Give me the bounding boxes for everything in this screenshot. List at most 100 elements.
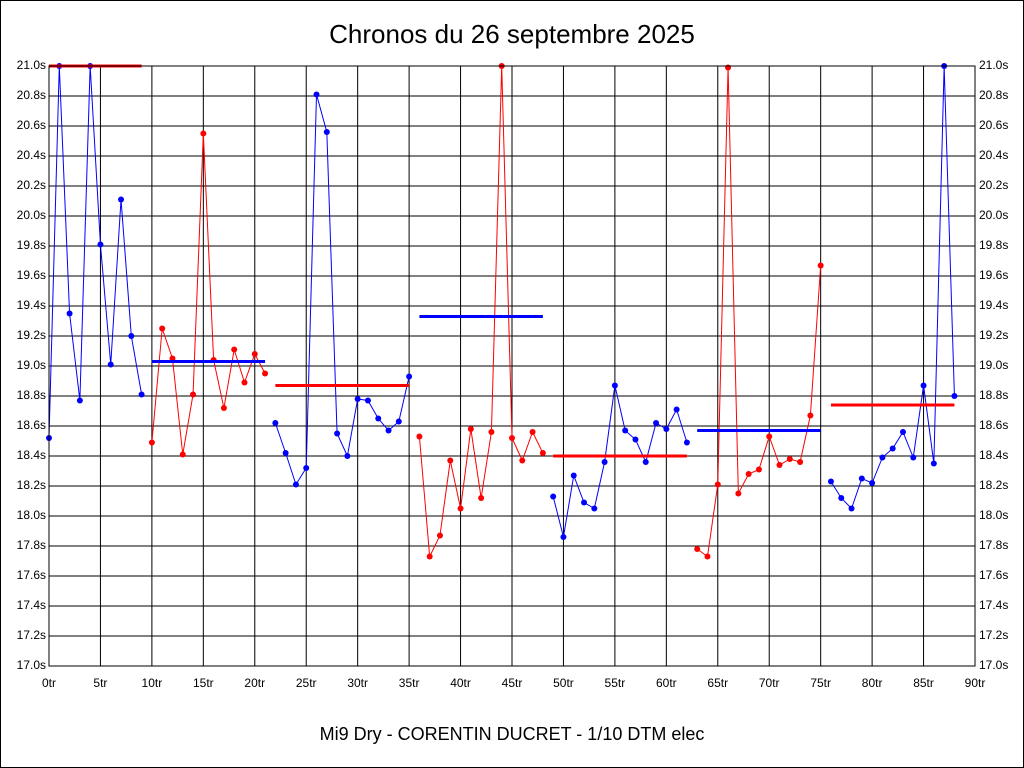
data-point — [632, 436, 639, 443]
data-point — [179, 451, 186, 458]
y-tick-label-right: 21.0s — [979, 58, 1008, 72]
y-tick-label: 18.6s — [17, 418, 46, 432]
x-tick-label: 5tr — [93, 676, 107, 690]
data-point — [642, 459, 649, 465]
x-tick-label: 55tr — [605, 676, 626, 690]
data-point — [560, 534, 567, 540]
x-tick-label: 65tr — [707, 676, 728, 690]
data-point — [920, 382, 927, 389]
data-point — [714, 481, 721, 488]
x-tick-label: 20tr — [244, 676, 265, 690]
y-tick-label-right: 18.6s — [979, 418, 1008, 432]
y-tick-label: 20.2s — [17, 178, 46, 192]
series-line — [151, 133, 266, 455]
data-point — [601, 459, 608, 465]
data-point — [128, 333, 135, 339]
y-tick-label: 18.0s — [17, 508, 46, 522]
y-tick-label-right: 18.4s — [979, 448, 1008, 462]
y-tick-label: 17.4s — [17, 598, 46, 612]
data-point — [879, 454, 886, 461]
y-tick-label: 19.0s — [17, 358, 46, 372]
x-axis-label: Mi9 Dry - CORENTIN DUCRET - 1/10 DTM ele… — [320, 724, 705, 744]
x-tick-label: 10tr — [142, 676, 163, 690]
x-tick-label: 90tr — [965, 676, 986, 690]
data-point — [663, 426, 670, 432]
data-point — [292, 481, 299, 488]
data-point — [344, 453, 351, 459]
y-tick-label-right: 17.6s — [979, 568, 1008, 582]
data-point — [107, 361, 114, 368]
data-point — [550, 493, 557, 500]
y-tick-label: 18.8s — [17, 388, 46, 402]
data-point — [539, 450, 546, 456]
x-tick-label: 35tr — [399, 676, 420, 690]
data-point — [220, 405, 227, 411]
data-point — [282, 450, 289, 456]
plot-frame — [48, 65, 976, 667]
data-point — [313, 91, 320, 98]
x-tick-label: 45tr — [502, 676, 523, 690]
data-point — [436, 532, 443, 539]
y-tick-label: 17.6s — [17, 568, 46, 582]
y-tick-label-right: 17.0s — [979, 658, 1008, 672]
y-tick-label: 19.6s — [17, 268, 46, 282]
y-tick-label: 17.0s — [17, 658, 46, 672]
series-line — [48, 65, 143, 439]
data-point — [138, 391, 145, 398]
data-point — [869, 480, 876, 486]
data-point — [591, 505, 598, 512]
data-point — [786, 456, 793, 462]
data-point — [519, 457, 526, 464]
x-tick-label: 25tr — [296, 676, 317, 690]
y-tick-label-right: 17.8s — [979, 538, 1008, 552]
y-tick-label: 20.0s — [17, 208, 46, 222]
data-point — [581, 499, 588, 506]
y-tick-label: 20.8s — [17, 88, 46, 102]
data-point — [375, 415, 382, 422]
data-point — [889, 445, 896, 452]
data-point — [735, 490, 742, 497]
y-tick-label: 19.4s — [17, 298, 46, 312]
x-tick-label: 30tr — [347, 676, 368, 690]
y-tick-label-right: 20.6s — [979, 118, 1008, 132]
data-point — [827, 478, 834, 485]
y-tick-label: 17.8s — [17, 538, 46, 552]
y-tick-label-right: 18.0s — [979, 508, 1008, 522]
y-tick-label-right: 17.2s — [979, 628, 1008, 642]
y-tick-label-right: 20.2s — [979, 178, 1008, 192]
y-tick-label-right: 19.2s — [979, 328, 1008, 342]
data-point — [395, 418, 402, 425]
data-point — [838, 495, 845, 501]
data-point — [354, 396, 361, 402]
data-point — [653, 420, 660, 426]
data-point — [200, 130, 207, 137]
x-tick-label: 80tr — [862, 676, 883, 690]
data-point — [457, 505, 464, 512]
y-tick-label: 18.4s — [17, 448, 46, 462]
data-point — [416, 433, 423, 440]
data-point — [766, 433, 773, 440]
data-point — [755, 466, 762, 473]
data-point — [797, 459, 804, 465]
data-point — [447, 457, 454, 464]
y-tick-label-right: 20.8s — [979, 88, 1008, 102]
data-point — [704, 553, 711, 560]
data-point — [694, 546, 701, 552]
data-point — [303, 465, 310, 471]
y-tick-label-right: 18.8s — [979, 388, 1008, 402]
y-tick-label: 21.0s — [17, 58, 46, 72]
y-tick-label: 20.4s — [17, 148, 46, 162]
data-point — [334, 430, 341, 437]
y-tick-label: 18.2s — [17, 478, 46, 492]
y-tick-label: 17.2s — [17, 628, 46, 642]
data-point — [272, 420, 279, 426]
data-point — [262, 370, 269, 377]
data-point — [930, 460, 937, 467]
x-tick-label: 15tr — [193, 676, 214, 690]
data-point — [406, 373, 413, 380]
data-point — [622, 427, 629, 434]
data-point — [241, 379, 248, 386]
data-point — [848, 505, 855, 512]
data-point — [570, 472, 577, 479]
